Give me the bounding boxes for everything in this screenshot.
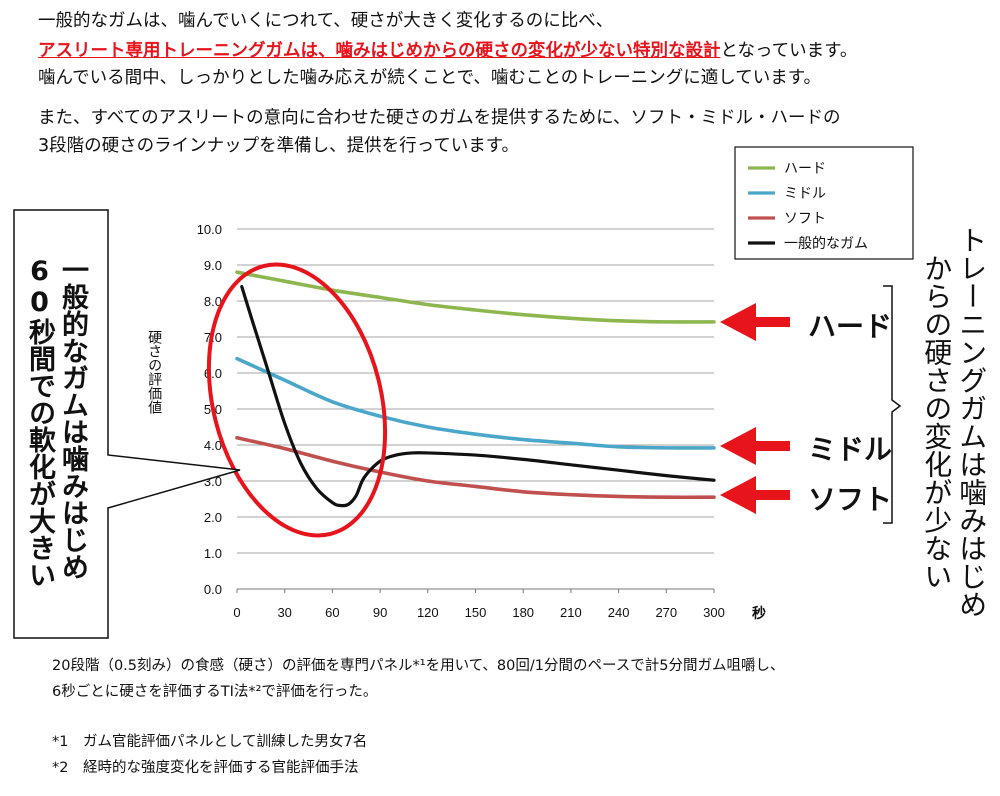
- intro-highlight: アスリート専用トレーニングガムは、噛みはじめからの硬さの変化が少ない特別な設計: [38, 41, 721, 61]
- series-line-0: [235, 270, 716, 324]
- legend-label: ソフト: [784, 211, 826, 227]
- x-tick-label: 210: [560, 605, 582, 620]
- left-callout-col1: 一般的なガムは噛みはじめ: [57, 256, 89, 580]
- series-line-2: [235, 436, 716, 500]
- right-callout-col2: からの硬さの変化が少ない: [920, 254, 954, 590]
- x-tick-label: 180: [512, 605, 534, 620]
- x-tick-label: 150: [465, 605, 487, 620]
- y-tick-label: 2.0: [204, 510, 222, 525]
- right-callout-col1: トレーニングガムは噛みはじめ: [955, 226, 989, 618]
- footnote-main-2: 6秒ごとに硬さを評価するTI法*²で評価を行った。: [52, 684, 378, 700]
- y-tick-labels: 0.01.02.03.04.05.06.07.08.09.010.0: [197, 222, 222, 597]
- left-callout-box: [13, 209, 241, 639]
- footnote-2: *2 経時的な強度変化を評価する官能評価手法: [52, 760, 359, 776]
- y-tick-label: 10.0: [197, 222, 222, 237]
- x-tick-label: 120: [417, 605, 439, 620]
- right-brace: [883, 285, 902, 524]
- intro-line-3: 噛んでいる間中、しっかりとした噛み応えが続くことで、噛むことのトレーニングに適し…: [38, 68, 821, 88]
- arrow-soft: [720, 476, 790, 514]
- intro-line-2-rest: となっています。: [720, 41, 858, 61]
- footnote-main-1: 20段階（0.5刻み）の食感（硬さ）の評価を専門パネル*¹を用いて、80回/1分…: [52, 658, 785, 674]
- x-tick-label: 90: [373, 605, 387, 620]
- x-tick-label: 240: [608, 605, 630, 620]
- series-line-3: [240, 285, 716, 508]
- y-tick-label: 6.0: [204, 366, 222, 381]
- footnote-1: *1 ガム官能評価パネルとして訓練した男女7名: [52, 734, 368, 750]
- intro-line-2: アスリート専用トレーニングガムは、噛みはじめからの硬さの変化が少ない特別な設計と…: [38, 37, 857, 62]
- arrow-hard: [720, 303, 790, 341]
- x-tick-label: 300: [703, 605, 725, 620]
- y-axis-label: 硬さの評価値: [146, 330, 163, 414]
- legend-label: ミドル: [784, 186, 826, 202]
- x-tick-label: 60: [325, 605, 339, 620]
- highlight-ellipse: [206, 262, 388, 538]
- y-tick-label: 1.0: [204, 546, 222, 561]
- x-tick-label: 30: [277, 605, 291, 620]
- y-tick-label: 9.0: [204, 258, 222, 273]
- intro-line-1: 一般的なガムは、噛んでいくにつれて、硬さが大きく変化するのに比べ、: [38, 11, 614, 31]
- arrow-middle: [720, 427, 790, 465]
- y-tick-label: 4.0: [204, 438, 222, 453]
- intro-line-4: また、すべてのアスリートの意向に合わせた硬さのガムを提供するために、ソフト・ミド…: [38, 108, 841, 128]
- legend-label: 一般的なガム: [784, 236, 868, 252]
- y-tick-label: 0.0: [204, 582, 222, 597]
- chart-grid: [236, 228, 715, 593]
- intro-line-5: 3段階の硬さのラインナップを準備し、提供を行っています。: [38, 136, 520, 156]
- x-axis-unit: 秒: [752, 606, 766, 622]
- left-callout-col2: 60秒間での軟化が大きい: [24, 256, 56, 588]
- label-hard: ハード: [808, 310, 893, 343]
- x-tick-label: 0: [233, 605, 240, 620]
- label-soft: ソフト: [808, 483, 893, 516]
- label-middle: ミドル: [808, 433, 893, 466]
- y-tick-label: 8.0: [204, 294, 222, 309]
- series-line-1: [235, 356, 716, 450]
- x-tick-label: 270: [655, 605, 677, 620]
- x-tick-labels: 0 30 60 90 120 150 180 210 240 270 300: [233, 605, 724, 620]
- legend-label: ハード: [784, 161, 826, 177]
- legend-box: [734, 146, 914, 260]
- chart-series: [235, 270, 716, 508]
